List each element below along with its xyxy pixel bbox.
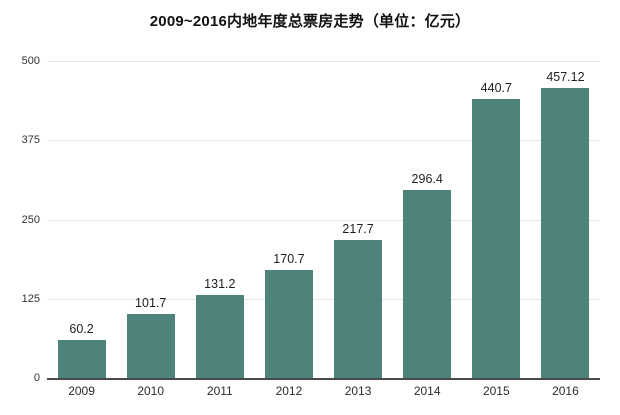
bar-2013 <box>334 239 383 378</box>
bar-2009 <box>57 339 106 378</box>
gridline-375 <box>47 140 600 142</box>
bar-column-2015: 440.7 <box>462 61 531 378</box>
y-axis: 0 125 250 375 500 <box>0 55 40 384</box>
bar-column-2016: 457.12 <box>531 61 600 378</box>
x-axis-tick-label-2012: 2012 <box>275 384 303 398</box>
chart-title: 2009~2016内地年度总票房走势（单位：亿元） <box>149 13 471 30</box>
y-axis-tick-label-0: 0 <box>33 372 40 384</box>
bar-2010 <box>126 313 175 378</box>
x-axis-tick-label-2011: 2011 <box>206 384 233 398</box>
x-axis-tick-label-2010: 2010 <box>137 384 165 398</box>
y-axis-tick-label-125: 125 <box>21 292 40 305</box>
x-axis-tick-label-2013: 2013 <box>344 384 372 398</box>
bar-value-label-2011: 131.2 <box>204 276 236 291</box>
y-axis-tick-label-500: 500 <box>21 55 40 67</box>
x-axis-tick-label-2009: 2009 <box>68 384 95 398</box>
bar-column-2012: 170.7 <box>254 61 323 378</box>
bar-value-label-2016: 457.12 <box>546 70 585 85</box>
gridline-125 <box>47 298 600 300</box>
gridlines <box>47 61 600 378</box>
plot-area: 60.2 101.7 131.2 170.7 217.7 296.4 440.7 457.12 <box>47 61 600 380</box>
bar-value-label-2013: 217.7 <box>342 221 374 236</box>
bar-column-2010: 101.7 <box>116 61 185 378</box>
x-axis-tick-label-2016: 2016 <box>552 384 579 398</box>
bar-2014 <box>403 190 452 378</box>
x-axis-tick-label-2015: 2015 <box>482 384 510 398</box>
bar-2016 <box>541 88 590 378</box>
y-axis-tick-label-375: 375 <box>21 134 40 147</box>
bar-value-label-2015: 440.7 <box>480 80 512 95</box>
bar-column-2009: 60.2 <box>47 61 116 378</box>
bar-value-label-2014: 296.4 <box>411 172 443 187</box>
bar-column-2014: 296.4 <box>393 61 462 378</box>
bar-2012 <box>264 269 313 378</box>
bars-container: 60.2 101.7 131.2 170.7 217.7 296.4 440.7 457.12 <box>47 61 600 378</box>
bar-column-2011: 131.2 <box>185 61 254 378</box>
bar-value-label-2010: 101.7 <box>135 295 167 310</box>
y-axis-tick-label-250: 250 <box>21 213 40 226</box>
bar-2015 <box>472 98 521 378</box>
bar-column-2013: 217.7 <box>324 61 393 378</box>
bar-2011 <box>195 294 244 378</box>
x-axis-tick-label-2014: 2014 <box>413 384 441 398</box>
gridline-250 <box>47 219 600 221</box>
gridline-500 <box>47 61 600 62</box>
bar-value-label-2009: 60.2 <box>69 321 94 336</box>
bar-value-label-2012: 170.7 <box>273 251 305 266</box>
x-axis: 2009 2010 2011 2012 2013 2014 2015 2016 <box>47 384 600 398</box>
